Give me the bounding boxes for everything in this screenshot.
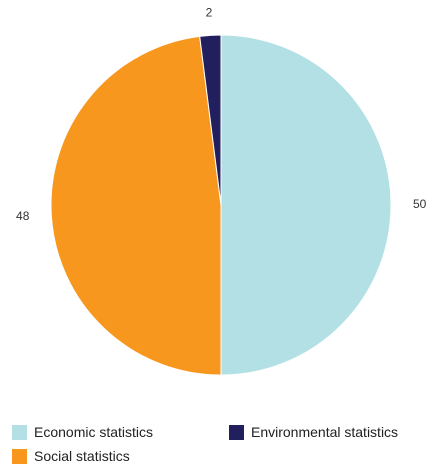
data-label-economic-statistics: 50 bbox=[413, 197, 427, 211]
legend-item-environmental-statistics: Environmental statistics bbox=[229, 424, 398, 440]
pie-slice-economic-statistics bbox=[220, 34, 392, 376]
legend-item-social-statistics: Social statistics bbox=[12, 448, 130, 464]
legend-swatch-environmental-statistics bbox=[229, 424, 244, 440]
legend-swatch-social-statistics bbox=[12, 448, 27, 464]
pie-data-labels: 50 48 2 bbox=[16, 6, 427, 224]
legend-swatch-economic-statistics bbox=[12, 424, 27, 440]
legend-label-environmental-statistics: Environmental statistics bbox=[251, 424, 399, 440]
data-label-social-statistics: 48 bbox=[16, 209, 30, 223]
legend-label-social-statistics: Social statistics bbox=[34, 448, 130, 464]
pie-slices bbox=[50, 34, 392, 376]
pie-slice-social-statistics bbox=[50, 35, 222, 376]
pie-slice-environmental-statistics bbox=[199, 34, 222, 206]
chart-legend: Economic statistics Environmental statis… bbox=[12, 424, 440, 468]
legend-item-economic-statistics: Economic statistics bbox=[12, 424, 153, 440]
data-label-environmental-statistics: 2 bbox=[206, 6, 213, 20]
legend-label-economic-statistics: Economic statistics bbox=[34, 424, 154, 440]
